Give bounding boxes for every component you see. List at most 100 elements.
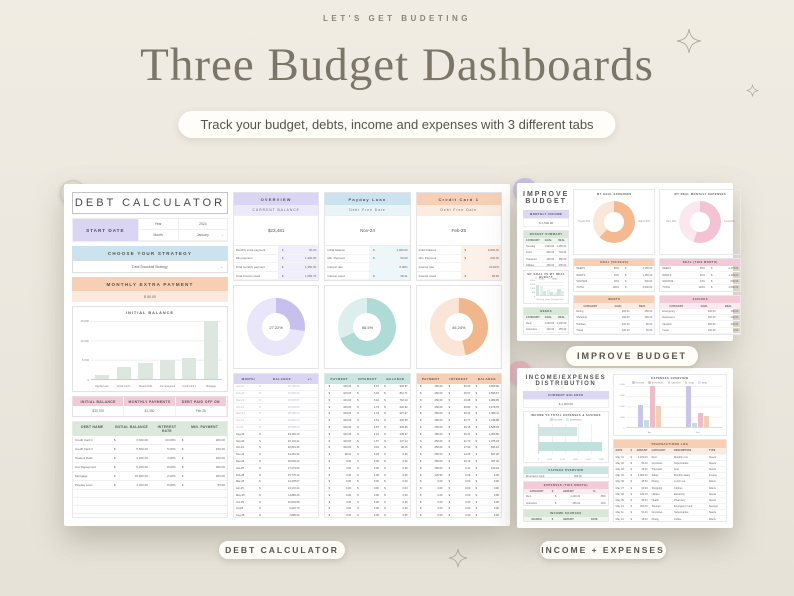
chevron-down-icon: ⌄ [221, 233, 224, 237]
chart-legend: INCOME EXPENSES SAVINGS GOAL REAL [614, 381, 726, 385]
income-vs-expenses-chart: INCOME VS TOTAL EXPENSES & SAVINGS INCOM… [523, 411, 609, 464]
chart-y-axis: 15,000 10,000 5,000 0 [75, 319, 89, 382]
x-tick: Housing [536, 299, 545, 302]
income-expenses-label: INCOME + EXPENSES [540, 541, 666, 559]
col-header: +/- [307, 377, 313, 382]
x-tick: Car repayment [159, 386, 175, 388]
col-header: REAL [558, 316, 566, 320]
table-row: $250.00 $43.28 $2,389.95 [416, 398, 501, 405]
current-balance-value: $ 1,300.00 [523, 399, 609, 409]
transactions-headers: DATE $ AMOUNT CATEGORY DESCRIPTION TYPE [613, 448, 726, 455]
debt-table-header-cell: DEBT NAME [81, 424, 104, 429]
strategy-select[interactable]: Debt Snowball Strategy ⌄ [72, 260, 228, 273]
panel-detail-rows: Initial balance $1,000.00 Min. Payment $50… [325, 246, 410, 281]
table-row: Invest 100.00 0.00 [660, 328, 741, 335]
current-balance-value: $23,481 [234, 216, 319, 246]
table-row: Jul-25 $9,222.79 [234, 506, 319, 513]
legend-item: EXPENSES [648, 381, 664, 385]
y-tick: 1,000 [619, 417, 625, 419]
table-row: Rent 1,200.00 1,200.00 [524, 320, 569, 327]
table-row: $100.00 $6.04 $812.71 [325, 391, 410, 398]
col-header: AMOUNT [562, 517, 574, 521]
hbar-series [538, 424, 604, 455]
x-tick: Credit Card 2 [182, 386, 197, 388]
chart-legend: GOAL REAL [524, 276, 568, 280]
monthly-income-value[interactable]: $ 4,500.00 [523, 218, 570, 228]
table-title: REAL (THIS MONTH) [660, 259, 741, 266]
table-row: Credit Card 1 $ 3,000.00 20.00% $200.00 [73, 436, 227, 445]
table-row: $125.50 $2.06 $0.00 [416, 472, 501, 479]
chart-title: INITIAL BALANCE [126, 311, 174, 315]
col-header: BALANCE [477, 377, 497, 382]
table-title: SAVINGS [660, 296, 741, 304]
table-row: Apr-24 $29,633.00 [234, 404, 319, 412]
col-header: $ [551, 489, 554, 493]
monthly-income-header: MONTHLY INCOME [523, 210, 570, 218]
col-header: REAL [638, 304, 646, 308]
col-header: GOAL [614, 304, 622, 308]
extra-payment-input[interactable]: $ 50.00 [72, 291, 228, 302]
debt-sheet-title: DEBT CALCULATOR [72, 192, 228, 214]
table-row: Food 600.00 720.00 [524, 250, 569, 257]
table-row: May 07 $64.99 Shopping Clothes Wants [613, 486, 726, 492]
x-tick: 0 [538, 458, 540, 461]
year-value: 2024 [199, 222, 207, 226]
table-row: May 09 $35.00 Health Pharmacy Needs [613, 498, 726, 505]
detail-row: Interest owed $98.60 [416, 271, 501, 281]
table-row: $250.00 $10.12 $367.32 [416, 459, 501, 466]
y-tick: 0 [87, 377, 89, 382]
table-row: May 10 $300.00 Savings Emergency fund Saving… [613, 504, 726, 511]
overview-donut-box: 27.22% [233, 285, 320, 370]
month-select[interactable]: January ⌄ [177, 230, 227, 241]
table-row: Emergency fund 500.00 [524, 474, 608, 476]
x-tick: May [695, 431, 700, 434]
col-header: CATEGORY [651, 449, 666, 453]
col-header: INTEREST [449, 377, 469, 382]
panel-detail-rows: Initial balance $3,000.00 Min. Payment $20… [416, 246, 501, 281]
table-row: $250.00 $6.12 $123.44 [416, 465, 501, 473]
col-header: GOAL [544, 239, 552, 243]
page-title: Three Budget Dashboards [140, 39, 654, 91]
summary-header-cell: MONTHLY PAYMENTS [124, 397, 176, 406]
table-title: INCOME SOURCES [524, 509, 608, 517]
table-title: GOAL (50/30/20) [574, 259, 655, 266]
year-select[interactable]: 2024 [177, 219, 227, 230]
legend-item: EXPENSES [566, 418, 582, 422]
table-row: $250.00 $50.00 $2,800.00 [416, 384, 501, 391]
col-header: INTEREST [358, 377, 377, 382]
detail-row: Min. Payment $200.00 [416, 254, 501, 264]
x-tick: 4,000 [585, 458, 591, 461]
table-row: Emergency 400.00 300.00 [660, 309, 741, 316]
sparkle-icon [746, 84, 759, 97]
legend-dot [534, 276, 538, 280]
col-header: $ [551, 517, 554, 521]
table-row: NEEDS 50% $2,250.00 [574, 266, 655, 273]
y-tick: 2,000 [619, 406, 625, 408]
detail-row: Total monthly payment $1,350.00 [234, 263, 319, 272]
col-header: DATE [590, 517, 598, 521]
chart-plot [625, 386, 722, 428]
panel-subheader: Debt Free Date [325, 205, 410, 216]
payment-rows: $250.00 $50.00 $2,800.00 $250.00 $46.67 $2,5… [416, 384, 501, 517]
credit-card-payment-table: PAYMENT INTEREST BALANCE $250.00 $50.00 $2,8… [415, 373, 502, 518]
table-row: Feb-25 $15,779.12 [234, 472, 319, 479]
table-row: Jun-24 $26,890.00 [234, 418, 319, 425]
improve-budget-label: IMPROVE BUDGET [566, 346, 698, 366]
debt-table-header-cell: INITIAL BALANCE [115, 424, 149, 429]
debt-table-headers: DEBT NAME INITIAL BALANCE INTEREST RATE MIN… [73, 422, 227, 436]
table-row: Sep-24 $22,144.41 [234, 438, 319, 445]
overview-panel: OVERVIEW CURRENT BALANCE $23,481 Monthly… [233, 192, 320, 282]
table-row: $0.00 $0.00 $0.00 [325, 492, 410, 500]
table-row: $100.00 $5.42 $718.13 [325, 398, 410, 405]
budget-summary-table: BUDGET SUMMARY CATEGORY GOAL REAL Housing 1… [523, 230, 570, 267]
income-expenses-sheet: INCOME/EXPENSES DISTRIBUTION CURRENT BAL… [517, 368, 733, 528]
table-row: Student Debt $ 4,200.00 4.00% $400.00 [73, 454, 227, 463]
x-tick: Fun [560, 299, 564, 302]
detail-row: Monthly extra payment $50.00 [234, 246, 319, 255]
bar-group [683, 386, 712, 427]
table-title: WANTS [574, 296, 655, 304]
y-tick: 1,000 [529, 287, 535, 290]
donut-side-label: Needs 50% [578, 221, 591, 223]
improve-middle-column: MY GOAL EXPENSES Needs 50% Wants 30% GOA… [573, 189, 656, 335]
